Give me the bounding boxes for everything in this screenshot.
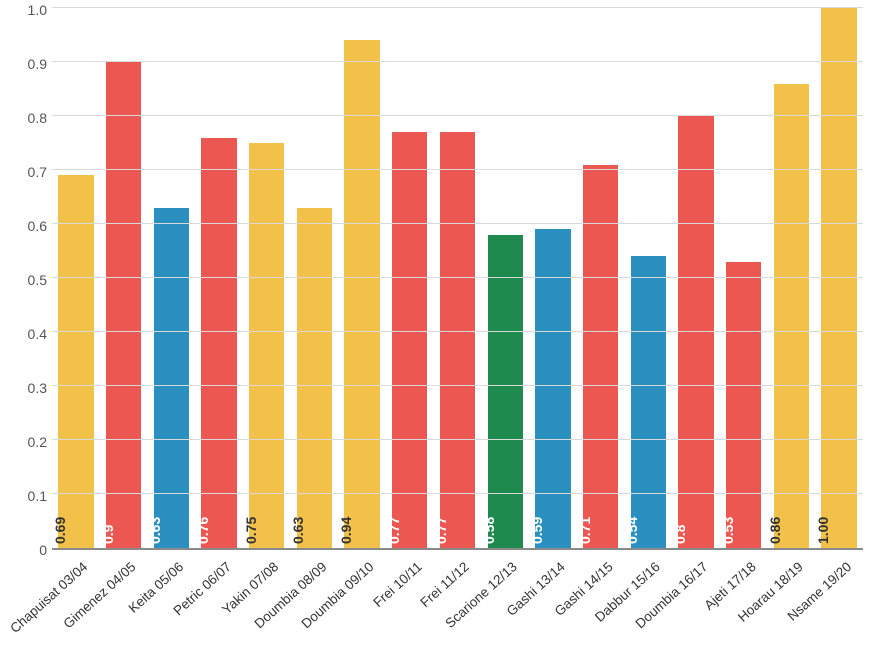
y-tick-label: 0.8 <box>7 110 47 126</box>
bar-slot: 0.71 <box>577 10 625 548</box>
bar-value-label: 0.59 <box>529 517 545 544</box>
bar: 0.53 <box>726 262 761 548</box>
bar-value-label: 0.94 <box>338 517 354 544</box>
bar-slot: 0.9 <box>100 10 148 548</box>
bar-slot: 0.76 <box>195 10 243 548</box>
bar: 0.8 <box>678 116 713 548</box>
y-tick-label: 1.0 <box>7 2 47 18</box>
bar-value-label: 0.77 <box>433 517 449 544</box>
bar-value-label: 0.77 <box>386 517 402 544</box>
bar-value-label: 0.69 <box>52 517 68 544</box>
bar-slot: 0.77 <box>386 10 434 548</box>
bar-chart: 0.690.90.630.760.750.630.940.770.770.580… <box>0 0 873 646</box>
bar: 0.77 <box>392 132 427 548</box>
bar-value-label: 0.58 <box>481 517 497 544</box>
bar-value-label: 0.71 <box>577 517 593 544</box>
gridline <box>52 61 863 62</box>
gridline <box>52 331 863 332</box>
bar-slot: 0.75 <box>243 10 291 548</box>
y-tick-label: 0.7 <box>7 164 47 180</box>
bar: 0.63 <box>297 208 332 548</box>
bar: 0.58 <box>488 235 523 548</box>
y-tick-label: 0.6 <box>7 218 47 234</box>
bar: 0.54 <box>631 256 666 548</box>
bars-container: 0.690.90.630.760.750.630.940.770.770.580… <box>52 10 863 548</box>
bar-value-label: 1.00 <box>815 517 831 544</box>
bar-value-label: 0.53 <box>720 517 736 544</box>
bar-value-label: 0.75 <box>243 517 259 544</box>
bar: 0.77 <box>440 132 475 548</box>
bar: 0.94 <box>344 40 379 548</box>
bar-slot: 0.58 <box>481 10 529 548</box>
bar-value-label: 0.76 <box>195 517 211 544</box>
y-tick-label: 0.2 <box>7 434 47 450</box>
gridline <box>52 439 863 440</box>
y-tick-label: 0.3 <box>7 380 47 396</box>
bar-value-label: 0.86 <box>767 517 783 544</box>
bar-value-label: 0.54 <box>624 517 640 544</box>
bar-slot: 1.00 <box>815 10 863 548</box>
bar: 0.9 <box>106 62 141 548</box>
bar-value-label: 0.63 <box>147 517 163 544</box>
gridline <box>52 493 863 494</box>
gridline <box>52 223 863 224</box>
bar-slot: 0.54 <box>624 10 672 548</box>
bar-slot: 0.59 <box>529 10 577 548</box>
bar: 0.75 <box>249 143 284 548</box>
bar-value-label: 0.9 <box>100 525 116 544</box>
y-tick-label: 0.9 <box>7 56 47 72</box>
bar-slot: 0.86 <box>768 10 816 548</box>
bar-slot: 0.63 <box>291 10 339 548</box>
bar: 0.63 <box>154 208 189 548</box>
gridline <box>52 7 863 8</box>
bar-value-label: 0.63 <box>290 517 306 544</box>
bar-slot: 0.8 <box>672 10 720 548</box>
bar: 0.86 <box>774 84 809 548</box>
gridline <box>52 385 863 386</box>
bar-slot: 0.69 <box>52 10 100 548</box>
bar-slot: 0.63 <box>147 10 195 548</box>
y-tick-label: 0.5 <box>7 272 47 288</box>
gridline <box>52 277 863 278</box>
bar-slot: 0.77 <box>434 10 482 548</box>
bar: 0.76 <box>201 138 236 548</box>
plot-area: 0.690.90.630.760.750.630.940.770.770.580… <box>52 10 863 550</box>
y-tick-label: 0 <box>7 542 47 558</box>
bar: 1.00 <box>821 8 856 548</box>
x-axis-labels: Chapuisat 03/04Gimenez 04/05Keita 05/06P… <box>52 553 863 643</box>
x-label-slot: Nsame 19/20 <box>815 553 863 643</box>
bar-slot: 0.94 <box>338 10 386 548</box>
gridline <box>52 169 863 170</box>
bar-value-label: 0.8 <box>672 525 688 544</box>
bar-slot: 0.53 <box>720 10 768 548</box>
y-tick-label: 0.1 <box>7 488 47 504</box>
y-tick-label: 0.4 <box>7 326 47 342</box>
gridline <box>52 115 863 116</box>
